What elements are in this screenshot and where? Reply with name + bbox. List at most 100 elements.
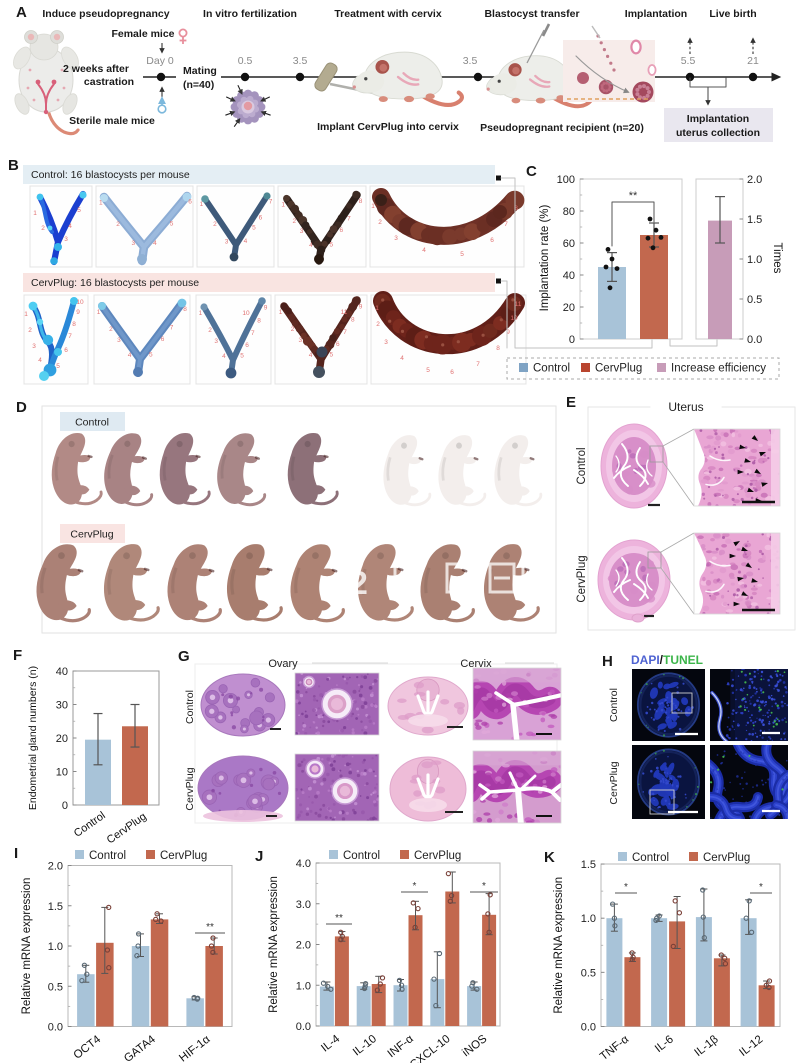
svg-text:Pseudopregnant recipient (n=20: Pseudopregnant recipient (n=20) — [480, 122, 644, 134]
svg-text:0.5: 0.5 — [48, 981, 63, 993]
svg-text:0: 0 — [569, 334, 575, 346]
svg-text:4: 4 — [244, 238, 248, 245]
svg-text:11: 11 — [515, 301, 522, 308]
svg-text:4: 4 — [309, 242, 313, 249]
svg-text:1: 1 — [199, 310, 203, 317]
svg-text:**: ** — [206, 922, 214, 933]
svg-text:2.0: 2.0 — [296, 940, 311, 952]
svg-text:1: 1 — [99, 199, 103, 206]
svg-text:4.0: 4.0 — [296, 858, 311, 870]
svg-text:Implantation: Implantation — [687, 113, 749, 125]
svg-text:8: 8 — [359, 198, 363, 205]
svg-text:7: 7 — [347, 216, 351, 223]
svg-text:CervPlug: CervPlug — [576, 555, 588, 602]
svg-text:3.0: 3.0 — [296, 899, 311, 911]
svg-text:5.5: 5.5 — [681, 55, 696, 67]
svg-text:**: ** — [335, 913, 343, 924]
svg-text:3: 3 — [300, 228, 304, 235]
svg-text:K: K — [544, 849, 555, 866]
svg-text:1.0: 1.0 — [581, 913, 596, 925]
svg-text:Female mice: Female mice — [111, 28, 174, 40]
svg-text:D: D — [16, 399, 27, 416]
svg-text:CXCL-10: CXCL-10 — [408, 1033, 453, 1063]
svg-text:2: 2 — [116, 221, 120, 228]
svg-text:Uterus: Uterus — [668, 400, 703, 414]
svg-text:A: A — [16, 4, 27, 21]
svg-text:CervPlug: 16 blastocysts per m: CervPlug: 16 blastocysts per mouse — [31, 277, 199, 289]
svg-text:30: 30 — [56, 700, 68, 712]
svg-text:CervPlug: CervPlug — [70, 529, 113, 541]
svg-text:9: 9 — [264, 304, 268, 311]
svg-text:3: 3 — [298, 337, 302, 344]
svg-text:6: 6 — [245, 342, 249, 349]
svg-text:4: 4 — [68, 223, 72, 230]
svg-text:Blastocyst transfer: Blastocyst transfer — [484, 8, 579, 20]
svg-text:8: 8 — [351, 316, 355, 323]
svg-text:Control: 16 blastocysts per mo: Control: 16 blastocysts per mouse — [31, 169, 190, 181]
svg-text:1.5: 1.5 — [747, 214, 762, 226]
svg-text:6: 6 — [336, 341, 340, 348]
svg-text:1: 1 — [375, 305, 379, 312]
svg-text:Control: Control — [89, 850, 126, 862]
svg-text:2.0: 2.0 — [747, 174, 762, 186]
svg-text:Times: Times — [771, 243, 783, 274]
svg-text:3: 3 — [64, 236, 68, 243]
svg-text:4: 4 — [153, 240, 157, 247]
svg-text:11: 11 — [341, 309, 348, 316]
svg-text:2: 2 — [213, 221, 217, 228]
svg-text:1: 1 — [371, 203, 375, 210]
svg-text:0.5: 0.5 — [747, 294, 762, 306]
svg-text:2: 2 — [208, 327, 212, 334]
svg-text:C: C — [526, 163, 537, 180]
svg-text:IL-12: IL-12 — [737, 1033, 765, 1059]
svg-text:2.0: 2.0 — [48, 861, 63, 873]
svg-text:3: 3 — [394, 235, 398, 242]
svg-text:9: 9 — [506, 329, 510, 336]
svg-text:3: 3 — [225, 238, 229, 245]
svg-text:6: 6 — [339, 227, 343, 234]
svg-text:3: 3 — [117, 337, 121, 344]
svg-text:5: 5 — [240, 352, 244, 359]
svg-text:5: 5 — [329, 242, 333, 249]
svg-text:Cervix: Cervix — [460, 658, 492, 670]
svg-text:3: 3 — [214, 338, 218, 345]
svg-text:Control: Control — [184, 690, 196, 724]
svg-text:4: 4 — [222, 353, 226, 360]
svg-text:**: ** — [629, 190, 638, 202]
svg-text:INF-α: INF-α — [386, 1033, 417, 1061]
svg-text:6: 6 — [259, 214, 263, 221]
svg-text:0.0: 0.0 — [581, 1022, 596, 1034]
svg-text:5: 5 — [329, 351, 333, 358]
svg-text:Induce pseudopregnancy: Induce pseudopregnancy — [42, 8, 169, 20]
svg-text:CervPlug: CervPlug — [703, 852, 750, 864]
svg-text:7: 7 — [68, 333, 72, 340]
svg-text:7: 7 — [343, 329, 347, 336]
svg-text:GATA4: GATA4 — [122, 1033, 158, 1063]
svg-text:0.5: 0.5 — [238, 55, 253, 67]
svg-text:6: 6 — [450, 369, 454, 376]
svg-text:Sterile male mice: Sterile male mice — [69, 115, 155, 127]
svg-text:2: 2 — [28, 327, 32, 334]
svg-text:2 weeks after: 2 weeks after — [63, 63, 129, 75]
svg-text:iNOS: iNOS — [460, 1033, 489, 1060]
svg-text:4: 4 — [38, 357, 42, 364]
svg-text:In vitro fertilization: In vitro fertilization — [203, 8, 297, 20]
svg-text:IL-4: IL-4 — [319, 1033, 342, 1055]
svg-text:Mating: Mating — [183, 65, 217, 77]
svg-text:3: 3 — [384, 339, 388, 346]
svg-text:CervPlug: CervPlug — [595, 363, 642, 375]
svg-text:*: * — [482, 881, 486, 892]
svg-text:9: 9 — [359, 303, 363, 310]
svg-text:20: 20 — [56, 733, 68, 745]
svg-text:1.0: 1.0 — [296, 980, 311, 992]
svg-text:HIF-1α: HIF-1α — [177, 1033, 213, 1063]
svg-text:8: 8 — [72, 321, 76, 328]
svg-text:02: 02 — [332, 565, 368, 601]
svg-text:8: 8 — [257, 317, 261, 324]
svg-text:uterus collection: uterus collection — [676, 127, 760, 139]
svg-text:Day 0: Day 0 — [146, 55, 174, 67]
svg-text:2: 2 — [109, 326, 113, 333]
svg-text:Relative mRNA expression: Relative mRNA expression — [21, 878, 33, 1015]
svg-text:10: 10 — [242, 310, 250, 317]
svg-text:7: 7 — [170, 324, 174, 331]
